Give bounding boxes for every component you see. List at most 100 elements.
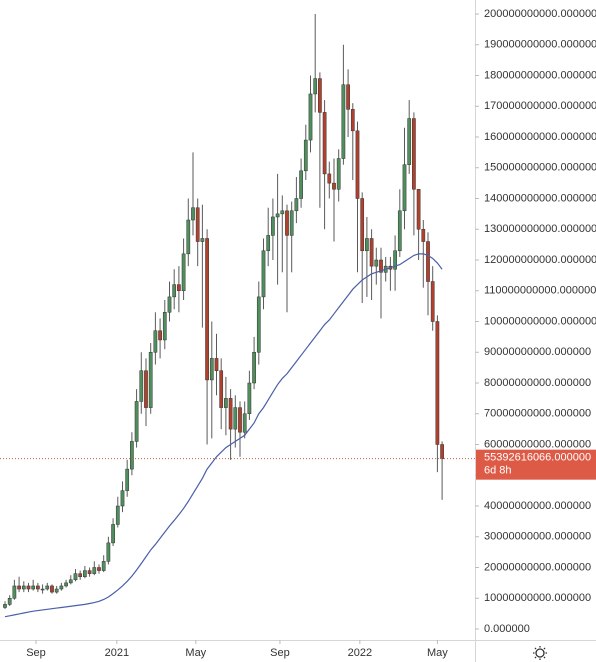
price-label: 55392616066.000000 [484,452,591,464]
y-tick-label: 100000000000.000000 [484,315,596,327]
candle-body [238,407,242,433]
candle-body [101,561,106,571]
candle-body [318,78,322,113]
candle-body [64,582,68,587]
candle-body [26,585,31,590]
candle-body [412,118,416,190]
candle-body [17,585,21,590]
candle-body [374,259,379,267]
candle-body [369,238,374,267]
y-tick-label: 150000000000.000000 [484,162,596,174]
candle-body [275,213,280,218]
candle-body [87,570,92,574]
moving-average-line [4,253,443,618]
candle-body [92,567,97,574]
candle-body [177,284,181,292]
candle-body [120,490,125,507]
candle-body [313,78,318,95]
candle-body [247,382,252,414]
candle-body [130,441,134,470]
candle-body [7,598,12,605]
candle-body [407,118,412,165]
candle-body [153,330,158,353]
candle-body [167,296,172,313]
candle-body [421,229,426,242]
candle-body [162,312,167,341]
y-tick-label: 140000000000.000000 [484,192,596,204]
candle-body [355,130,360,199]
x-tick-label: 2021 [105,647,129,659]
candle-body [200,238,205,242]
y-tick-label: 30000000000.000000 [484,531,591,543]
candle-body [271,216,275,236]
y-tick-label: 0.000000 [484,623,530,635]
candle-body [289,210,294,236]
candle-body [40,588,45,591]
x-tick-label: Sep [270,647,290,659]
y-tick-label: 110000000000.000000 [484,285,596,297]
candle-body [125,468,130,491]
candle-body [228,398,233,430]
candle-body [45,585,50,590]
candle-body [242,413,247,433]
y-tick-label: 200000000000.000000 [484,8,596,20]
candle-body [365,238,369,252]
candle-body [360,198,365,252]
candle-body [402,164,407,212]
settings-icon[interactable] [533,646,547,660]
candle-body [21,585,26,590]
candle-body [97,567,101,571]
candle-body [186,219,191,255]
candle-body [139,370,144,402]
candles [3,14,444,610]
candle-body [195,207,200,242]
price-label-box [476,449,596,480]
candle-body [393,250,397,270]
candle-body [233,407,238,430]
candle-body [341,84,346,159]
candle-body [252,352,256,384]
candle-body [134,401,139,442]
candle-body [350,109,355,132]
x-tick-label: May [185,647,206,659]
x-tick-label: Sep [26,647,46,659]
y-tick-label: 10000000000.000000 [484,592,591,604]
candle-body [148,352,153,408]
candle-body [78,573,83,577]
candle-body [327,173,332,184]
candle-body [346,84,350,110]
x-tick-label: May [427,647,448,659]
candle-body [332,182,336,190]
candle-body [83,570,87,577]
candle-body [219,370,224,408]
candle-body [435,321,440,445]
y-tick-label: 180000000000.000000 [484,69,596,81]
y-tick-label: 70000000000.000000 [484,408,591,420]
y-tick-label: 170000000000.000000 [484,100,596,112]
candle-body [158,330,162,341]
candle-body [214,358,219,371]
candle-body [3,604,7,608]
price-countdown: 6d 8h [484,465,512,477]
candle-body [416,189,421,230]
y-tick-label: 40000000000.000000 [484,500,591,512]
candle-body [59,585,64,590]
candle-body [294,198,299,212]
candle-body [256,296,261,353]
candle-body [50,585,54,593]
candle-body [73,573,78,581]
candle-body [115,505,120,525]
candle-body [111,524,115,544]
candle-body [430,281,435,322]
candle-body [379,259,383,273]
y-tick-label: 20000000000.000000 [484,561,591,573]
y-tick-label: 80000000000.000000 [484,377,591,389]
y-tick-label: 120000000000.000000 [484,254,596,266]
candle-body [285,210,289,236]
candle-body [209,358,214,381]
y-tick-label: 60000000000.000000 [484,438,591,450]
candle-body [36,585,40,590]
y-tick-label: 90000000000.000000 [484,346,591,358]
candle-body [303,139,308,172]
